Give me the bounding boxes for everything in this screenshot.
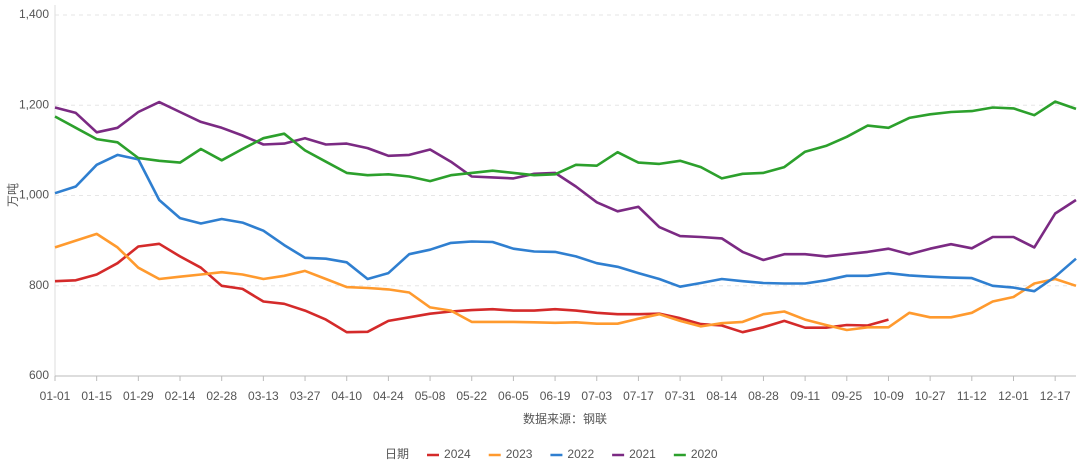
x-tick-label: 09-11 [790,389,820,403]
x-tick-label: 05-08 [415,389,446,403]
y-tick-label: 1,200 [19,97,49,111]
legend-label: 2020 [691,447,718,461]
x-tick-label: 12-01 [998,389,1029,403]
legend-label: 2023 [506,447,533,461]
x-tick-label: 12-17 [1040,389,1071,403]
x-tick-label: 07-03 [581,389,612,403]
x-tick-label: 08-28 [748,389,779,403]
legend-label: 2024 [444,447,471,461]
x-tick-label: 06-19 [540,389,571,403]
legend-label: 2021 [629,447,656,461]
series-line [54,153,1077,293]
series-line [54,242,889,334]
series-line [54,100,1077,262]
x-tick-label: 01-29 [123,389,154,403]
x-tick-label: 10-09 [873,389,904,403]
x-tick-label: 10-27 [915,389,946,403]
x-tick-label: 08-14 [706,389,737,403]
x-tick-label: 01-15 [81,389,112,403]
y-tick-label: 600 [29,368,49,382]
x-tick-label: 03-13 [248,389,279,403]
x-tick-label: 07-17 [623,389,654,403]
legend-title: 日期 [385,447,409,461]
y-axis-label: 万吨 [6,183,20,207]
legend-label: 2022 [567,447,594,461]
x-tick-label: 07-31 [665,389,696,403]
x-tick-label: 03-27 [290,389,321,403]
x-tick-label: 05-22 [456,389,487,403]
y-tick-label: 1,400 [19,7,49,21]
y-tick-label: 800 [29,278,49,292]
x-tick-label: 11-12 [957,389,987,403]
x-tick-label: 02-14 [165,389,196,403]
y-tick-label: 1,000 [19,188,49,202]
series-line [54,232,1077,332]
x-tick-label: 02-28 [206,389,237,403]
x-tick-label: 06-05 [498,389,529,403]
x-tick-label: 04-24 [373,389,404,403]
x-tick-label: 09-25 [831,389,862,403]
x-axis-label: 数据来源：钢联 [523,411,607,426]
series-line [54,100,1077,183]
x-tick-label: 04-10 [331,389,362,403]
x-tick-label: 01-01 [40,389,71,403]
